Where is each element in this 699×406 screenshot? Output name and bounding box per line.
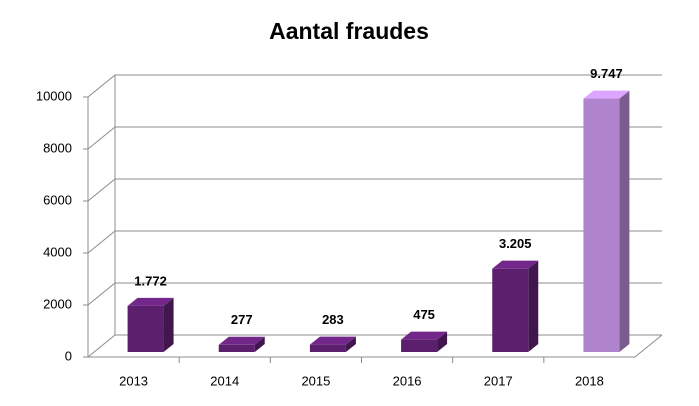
bar-top: [309, 336, 356, 345]
grid-line: [87, 230, 662, 254]
bar-top: [401, 331, 448, 340]
bar-side: [437, 331, 448, 352]
bar-top: [583, 90, 630, 99]
x-tick-label: 2013: [119, 373, 148, 388]
y-tick-label: 10000: [36, 88, 72, 103]
bar-side: [345, 336, 356, 352]
bar-top: [127, 297, 174, 306]
y-tick-label: 6000: [43, 192, 72, 207]
grid-line: [87, 126, 662, 150]
x-tick-label: 2017: [484, 373, 513, 388]
value-label: 1.772: [134, 273, 167, 288]
bar-side: [528, 260, 539, 352]
bar: [401, 339, 438, 352]
y-tick-label: 8000: [43, 140, 72, 155]
y-tick-label: 4000: [43, 244, 72, 259]
y-tick-label: 2000: [43, 296, 72, 311]
bar: [127, 305, 164, 352]
bar-top: [218, 336, 265, 345]
bar-side: [163, 297, 174, 352]
value-label: 9.747: [590, 66, 623, 81]
grid-line: [87, 334, 662, 358]
x-tick-label: 2018: [575, 373, 604, 388]
x-tick-label: 2015: [301, 373, 330, 388]
bar-side: [619, 90, 630, 352]
x-tick-label: 2014: [210, 373, 239, 388]
x-tick-label: 2016: [393, 373, 422, 388]
chart-title: Aantal fraudes: [269, 18, 429, 44]
bar: [218, 344, 255, 352]
bar: [492, 268, 529, 352]
value-label: 283: [322, 312, 344, 327]
grid-line: [87, 178, 662, 202]
y-tick-label: 0: [65, 348, 72, 363]
grid-line: [87, 74, 662, 98]
floor-edge: [634, 334, 663, 358]
value-label: 3.205: [499, 236, 532, 251]
value-label: 277: [231, 312, 253, 327]
value-label: 475: [413, 307, 435, 322]
bar-top: [492, 260, 539, 269]
bar: [583, 98, 620, 352]
grid-line: [87, 282, 662, 306]
bar: [309, 344, 346, 352]
bar-side: [254, 336, 265, 352]
